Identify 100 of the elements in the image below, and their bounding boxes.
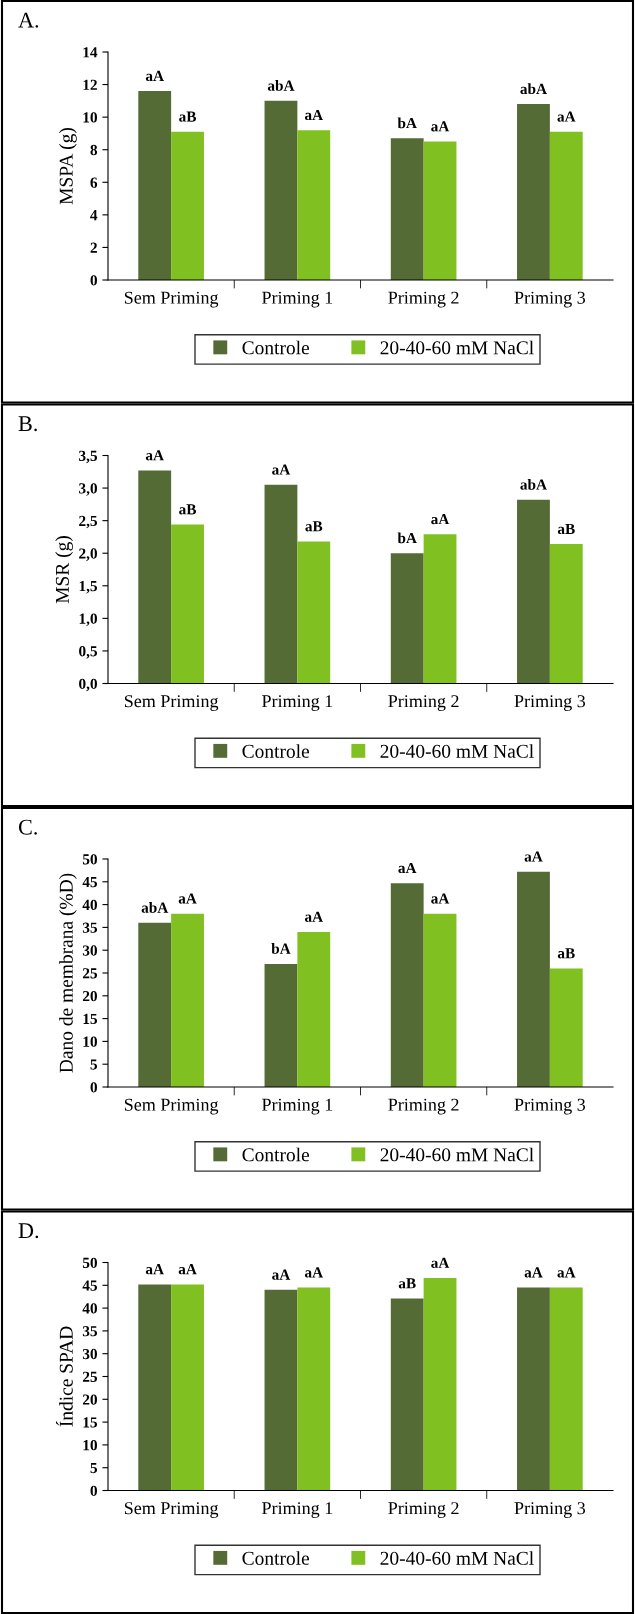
x-tick-label: Priming 1 — [262, 1502, 333, 1518]
x-tick-label: Priming 3 — [514, 291, 586, 308]
bar — [390, 138, 424, 280]
legend-label: 20-40-60 mM NaCl — [380, 1147, 534, 1162]
x-tick-label: Priming 1 — [262, 291, 333, 308]
bar — [297, 130, 331, 280]
bar — [517, 499, 550, 684]
legend-label: Controle — [242, 340, 310, 355]
x-tick-label: Sem Priming — [124, 1502, 219, 1518]
x-tick-label: Sem Priming — [124, 695, 219, 711]
bar — [171, 131, 204, 280]
bar — [171, 913, 204, 1087]
data-label: aA — [272, 464, 291, 475]
y-tick-label: 0 — [90, 1082, 97, 1093]
data-label: aA — [145, 70, 164, 82]
bar — [138, 91, 172, 280]
data-label: bA — [397, 117, 417, 129]
y-tick-label: 30 — [82, 945, 97, 956]
data-label: bA — [271, 943, 291, 954]
y-tick-label: 2,0 — [79, 548, 97, 561]
x-tick-label: Sem Priming — [124, 291, 219, 308]
y-tick-label: 45 — [82, 1280, 98, 1291]
y-tick-label: 1,0 — [79, 613, 97, 627]
x-tick-label: Priming 1 — [262, 695, 333, 711]
bar — [297, 541, 331, 684]
y-tick-label: 50 — [82, 1257, 97, 1268]
y-tick-label: 3,0 — [79, 483, 97, 496]
y-tick-label: 0 — [90, 1485, 97, 1496]
y-tick-label: 14 — [83, 47, 98, 58]
chart-title: A. — [18, 12, 39, 28]
bar — [549, 968, 583, 1087]
legend-label: 20-40-60 mM NaCl — [380, 1551, 534, 1565]
y-tick-label: 10 — [83, 112, 97, 123]
data-label: aA — [145, 450, 164, 461]
y-tick-label: 8 — [90, 144, 98, 156]
y-tick-label: 2,5 — [79, 515, 98, 529]
bar — [138, 922, 172, 1087]
y-tick-label: 50 — [82, 854, 97, 865]
y-tick-label: 5 — [90, 1059, 98, 1070]
x-tick-label: Priming 2 — [388, 695, 459, 711]
y-tick-label: 0 — [90, 275, 97, 286]
data-label: aB — [179, 504, 197, 515]
data-label: bA — [397, 532, 417, 544]
y-tick-label: 0,5 — [79, 646, 98, 659]
x-tick-label: Sem Priming — [124, 1098, 219, 1115]
bar — [264, 100, 298, 280]
y-tick-label: 20 — [82, 1394, 97, 1405]
bar — [423, 141, 457, 280]
y-tick-label: 30 — [82, 1348, 97, 1360]
legend-label: Controle — [242, 1147, 310, 1162]
data-label: abA — [520, 479, 547, 490]
data-label: aA — [304, 911, 324, 922]
x-tick-label: Priming 2 — [388, 1098, 459, 1115]
data-label: aA — [431, 121, 450, 132]
y-tick-label: 45 — [82, 877, 98, 888]
data-label: aA — [431, 514, 450, 525]
y-tick-label: 12 — [83, 79, 97, 90]
y-axis-title: Índice SPAD — [55, 1326, 73, 1427]
x-tick-label: Priming 1 — [262, 1098, 333, 1115]
data-label: aA — [398, 862, 417, 874]
y-axis-title: MSR (g) — [55, 536, 73, 604]
y-tick-label: 40 — [82, 899, 97, 911]
y-tick-label: 5 — [90, 1463, 98, 1474]
data-label: abA — [267, 80, 295, 91]
data-label: aB — [398, 1278, 416, 1289]
data-label: aA — [557, 1267, 576, 1278]
data-label: aB — [557, 948, 575, 959]
chart-title: B. — [18, 416, 37, 432]
data-label: aA — [178, 893, 197, 904]
data-label: aA — [524, 1267, 543, 1278]
y-tick-label: 0,0 — [79, 678, 97, 692]
bar — [549, 131, 583, 280]
data-label: aA — [557, 111, 576, 122]
data-label: aA — [431, 893, 450, 904]
chart-title: C. — [18, 819, 37, 835]
y-tick-label: 1,5 — [79, 581, 98, 594]
data-label: aA — [431, 1257, 450, 1268]
legend-label: Controle — [242, 744, 310, 758]
bar — [423, 534, 457, 684]
legend-label: Controle — [242, 1551, 310, 1565]
bar — [171, 524, 204, 684]
x-tick-label: Priming 2 — [388, 1502, 459, 1518]
bar — [549, 544, 583, 684]
y-tick-label: 40 — [82, 1303, 97, 1314]
y-tick-label: 35 — [82, 922, 98, 933]
y-tick-label: 25 — [82, 968, 98, 979]
x-tick-label: Priming 2 — [388, 291, 459, 308]
x-tick-label: Priming 3 — [514, 1502, 586, 1518]
y-tick-label: 2 — [90, 242, 97, 253]
y-tick-label: 15 — [83, 1417, 98, 1428]
bar — [517, 104, 550, 280]
data-label: aB — [557, 523, 575, 535]
bar — [297, 931, 331, 1087]
y-tick-label: 4 — [90, 210, 98, 221]
bar — [517, 871, 550, 1087]
y-axis-title: Dano de membrana (%D) — [59, 873, 77, 1073]
y-axis-title: MSPA (g) — [59, 128, 77, 205]
legend-label: 20-40-60 mM NaCl — [380, 744, 534, 758]
y-tick-label: 35 — [82, 1326, 98, 1337]
data-label: abA — [141, 902, 169, 913]
